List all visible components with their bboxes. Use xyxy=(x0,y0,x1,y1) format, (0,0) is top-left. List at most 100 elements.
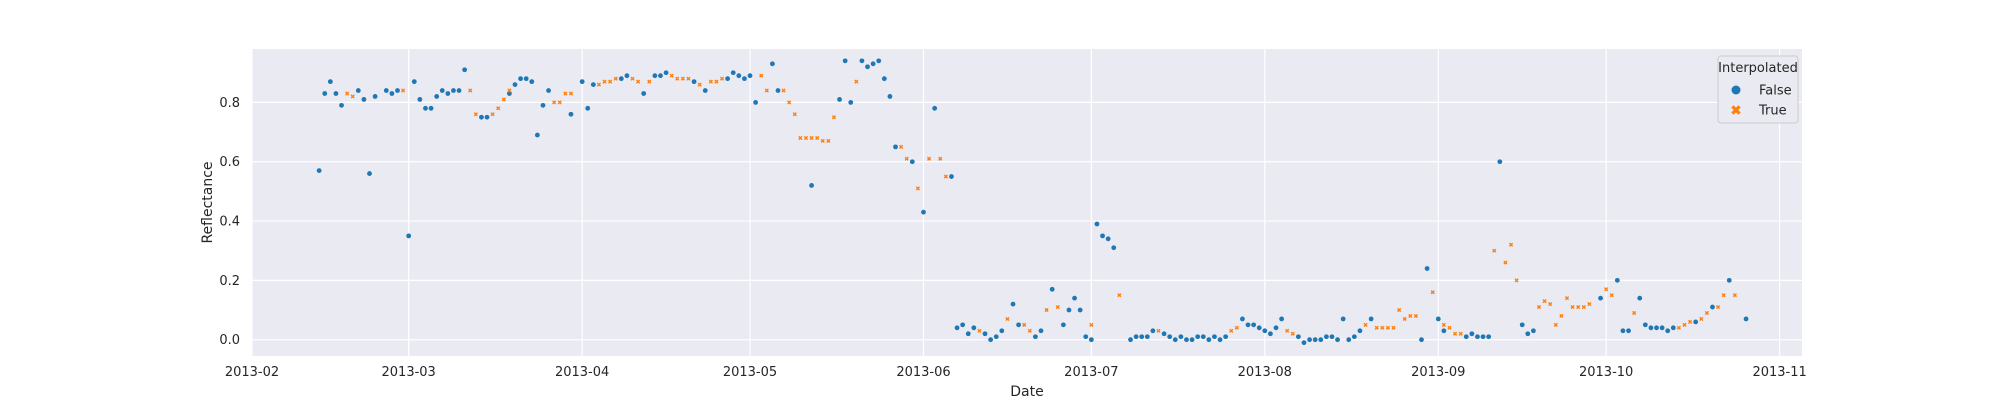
data-point xyxy=(557,100,562,105)
data-point xyxy=(322,91,328,96)
data-point xyxy=(1083,334,1089,340)
data-point xyxy=(932,105,938,111)
data-point xyxy=(1245,322,1251,328)
plot-area xyxy=(252,49,1802,356)
data-point xyxy=(1397,307,1402,313)
data-point xyxy=(1060,322,1066,328)
data-point xyxy=(406,233,412,239)
x-tick-label: 2013-06 xyxy=(896,365,950,380)
data-point xyxy=(1088,337,1094,343)
data-point xyxy=(546,88,551,93)
data-point xyxy=(1458,331,1463,336)
data-point xyxy=(1648,325,1654,331)
data-point xyxy=(1480,334,1486,340)
data-point xyxy=(1072,295,1077,301)
data-point xyxy=(854,79,859,84)
data-point xyxy=(943,174,948,179)
data-point xyxy=(1357,328,1363,334)
data-point xyxy=(1016,322,1022,328)
data-point xyxy=(1626,328,1631,334)
data-point xyxy=(714,79,719,84)
data-point xyxy=(1262,328,1268,334)
legend-label-true: True xyxy=(1758,104,1787,119)
data-point xyxy=(1032,334,1038,340)
data-point xyxy=(859,58,865,64)
data-point xyxy=(815,135,820,141)
data-point xyxy=(792,112,797,117)
data-point xyxy=(1587,301,1592,307)
data-point xyxy=(1670,325,1676,331)
data-point xyxy=(1161,331,1167,337)
data-point xyxy=(451,88,456,93)
data-point xyxy=(960,322,966,328)
data-point xyxy=(921,209,926,215)
y-tick-label: 0.0 xyxy=(219,333,240,348)
data-point xyxy=(456,88,462,93)
data-point xyxy=(1295,334,1301,340)
data-point xyxy=(809,183,814,188)
data-point xyxy=(540,102,546,108)
data-point xyxy=(316,168,322,174)
data-point xyxy=(1340,316,1346,322)
data-point xyxy=(993,334,999,340)
data-point xyxy=(579,79,585,85)
legend-label-false: False xyxy=(1759,84,1792,99)
data-point xyxy=(1514,278,1519,283)
data-point xyxy=(915,186,920,191)
data-point xyxy=(641,91,647,96)
data-point xyxy=(1038,328,1044,334)
data-point xyxy=(1419,337,1424,343)
data-point xyxy=(1307,337,1312,343)
data-point xyxy=(445,91,451,96)
data-point xyxy=(1206,337,1212,343)
data-point xyxy=(439,88,445,93)
data-point xyxy=(1049,286,1055,292)
data-point xyxy=(1441,328,1447,334)
data-point xyxy=(355,88,361,93)
data-point xyxy=(1402,316,1407,322)
data-point xyxy=(1105,236,1111,242)
data-point xyxy=(523,76,529,82)
data-point xyxy=(1133,334,1139,340)
series-true xyxy=(345,73,1737,336)
data-point xyxy=(484,114,490,120)
data-point xyxy=(949,174,954,179)
data-point xyxy=(417,97,423,102)
data-point xyxy=(1301,340,1307,346)
data-point xyxy=(1285,328,1290,333)
data-point xyxy=(1598,295,1603,301)
data-point xyxy=(496,106,501,111)
data-point xyxy=(1632,310,1637,316)
data-point xyxy=(1620,328,1626,334)
y-axis: 0.0 0.2 0.4 0.6 0.8 xyxy=(219,96,240,348)
data-point xyxy=(1184,337,1189,343)
data-point xyxy=(1066,307,1072,313)
data-point xyxy=(826,138,831,144)
data-point xyxy=(1385,325,1391,330)
data-point xyxy=(468,88,473,93)
data-point xyxy=(395,88,400,93)
data-point xyxy=(1212,334,1217,340)
data-point xyxy=(1654,325,1659,331)
data-point xyxy=(680,76,685,81)
data-point xyxy=(708,79,713,84)
data-point xyxy=(848,99,854,105)
data-point xyxy=(1055,304,1060,310)
legend-title: Interpolated xyxy=(1718,61,1798,76)
data-point xyxy=(971,325,977,331)
data-point xyxy=(1094,221,1100,227)
data-point xyxy=(630,76,635,81)
data-point xyxy=(691,79,697,85)
data-point xyxy=(1077,307,1083,313)
data-point xyxy=(999,328,1005,334)
data-point xyxy=(1732,293,1737,298)
data-point xyxy=(361,97,367,102)
data-point xyxy=(1374,325,1379,330)
data-point xyxy=(1503,260,1508,265)
data-point xyxy=(1463,334,1469,340)
data-point xyxy=(1268,331,1273,337)
data-point xyxy=(327,79,333,85)
data-point xyxy=(1189,337,1195,343)
data-point xyxy=(876,58,882,64)
data-point xyxy=(636,79,641,84)
